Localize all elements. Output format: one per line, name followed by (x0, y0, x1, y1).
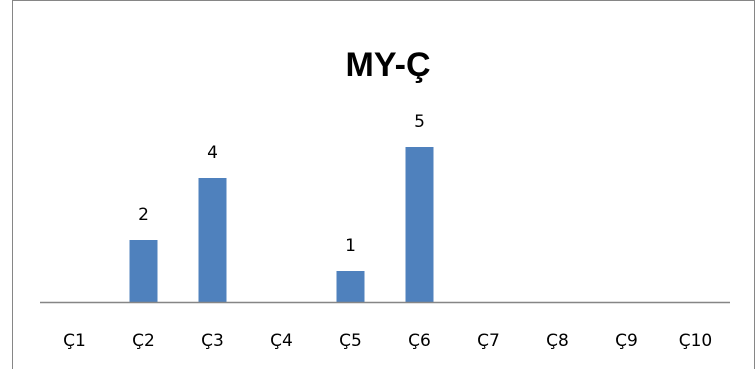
chart-title: MY-Ç (346, 46, 431, 84)
x-tick-label-3: Ç3 (201, 331, 224, 351)
bar-2 (129, 240, 158, 302)
x-tick-label-1: Ç1 (63, 331, 86, 351)
data-label-2: 2 (138, 205, 149, 225)
data-label-5: 1 (345, 236, 356, 256)
data-labels-group: 2 4 1 5 (138, 112, 425, 256)
x-tick-labels-group: Ç1 Ç2 Ç3 Ç4 Ç5 Ç6 Ç7 Ç8 Ç9 Ç10 (63, 331, 712, 351)
bar-3 (198, 178, 227, 302)
x-tick-label-5: Ç5 (339, 331, 362, 351)
x-tick-label-7: Ç7 (477, 331, 500, 351)
x-tick-label-9: Ç9 (615, 331, 638, 351)
x-tick-label-10: Ç10 (679, 331, 713, 351)
x-tick-label-2: Ç2 (132, 331, 155, 351)
x-tick-label-6: Ç6 (408, 331, 431, 351)
data-label-3: 4 (207, 143, 218, 163)
bar-5 (336, 271, 365, 302)
bars-group (129, 147, 434, 302)
bar-6 (405, 147, 434, 302)
x-tick-label-8: Ç8 (546, 331, 569, 351)
data-label-6: 5 (414, 112, 425, 132)
x-tick-label-4: Ç4 (270, 331, 293, 351)
